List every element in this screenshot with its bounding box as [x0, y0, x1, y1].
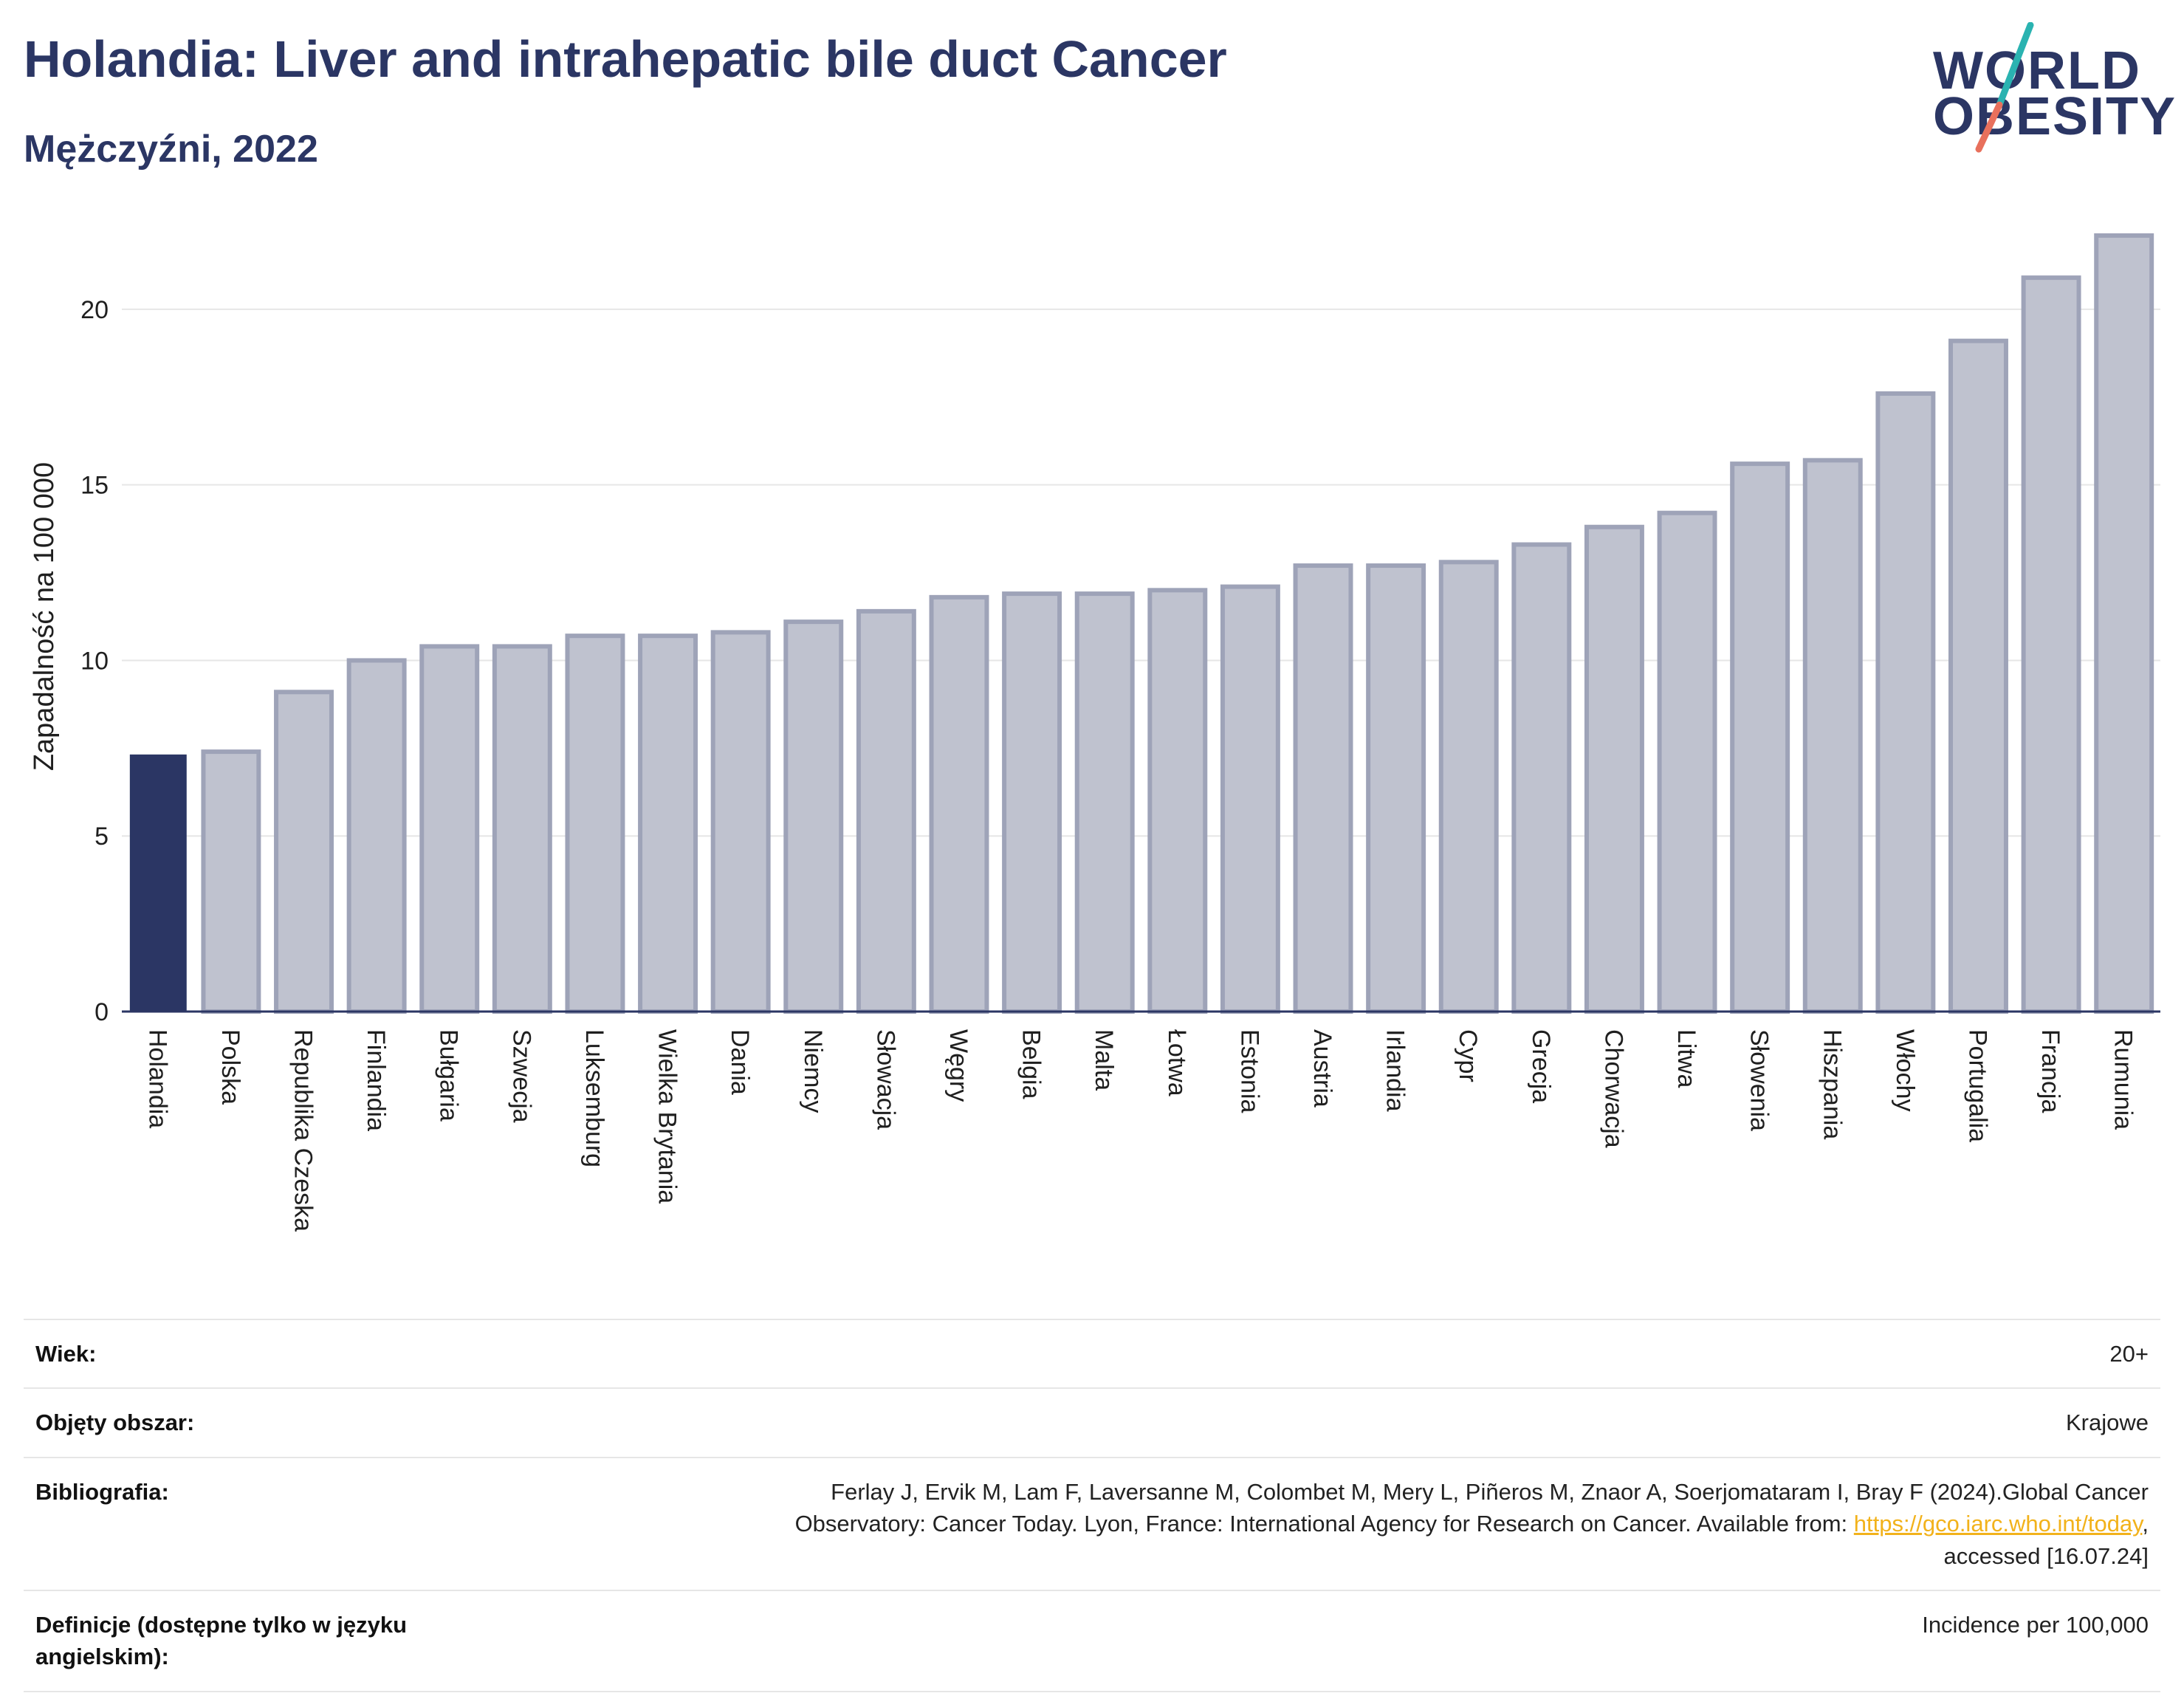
x-tick-label: Austria	[1308, 1029, 1336, 1108]
info-row-bibliography: Bibliografia: Ferlay J, Ervik M, Lam F, …	[24, 1456, 2160, 1591]
x-tick-label: Łotwa	[1163, 1029, 1191, 1096]
x-tick-label: Rumunia	[2109, 1029, 2137, 1130]
bibliography-line2: Observatory: Cancer Today. Lyon, France:…	[794, 1511, 1854, 1537]
logo-word-obesity: OBESITY	[1933, 87, 2177, 146]
x-tick-label: Luksemburg	[580, 1029, 608, 1167]
bar-Szwecja	[492, 644, 552, 1014]
x-tick-label: Bułgaria	[435, 1029, 463, 1122]
bar-chart: 0 5 10 15 20 Holandia Polska Republika Czeska Fi…	[29, 233, 2160, 1232]
bibliography-line1: Ferlay J, Ervik M, Lam F, Laversanne M, …	[831, 1478, 2149, 1505]
bar-Polska	[201, 749, 261, 1014]
x-tick-label: Polska	[216, 1029, 244, 1105]
info-row-age: Wiek: 20+	[24, 1318, 2160, 1390]
bar-Grecja	[1511, 542, 1572, 1014]
age-value: 20+	[505, 1318, 2160, 1390]
bar-Republika Czeska	[274, 690, 334, 1014]
bibliography-value: Ferlay J, Ervik M, Lam F, Laversanne M, …	[505, 1456, 2160, 1591]
y-tick-label: 10	[80, 647, 109, 675]
bar-Wielka Brytania	[638, 634, 698, 1014]
bar-Holandia	[129, 754, 187, 1012]
x-tick-label: Francja	[2036, 1029, 2064, 1113]
bar-Dania	[710, 630, 771, 1014]
coverage-label: Objęty obszar:	[24, 1387, 505, 1458]
x-tick-label: Finlandia	[362, 1029, 390, 1131]
bar-Luksemburg	[565, 634, 625, 1014]
x-tick-label: Grecja	[1527, 1029, 1555, 1103]
bibliography-label: Bibliografia:	[24, 1456, 505, 1591]
bar-Hiszpania	[1802, 458, 1863, 1014]
x-tick-label: Włochy	[1891, 1029, 1919, 1111]
info-row-definitions: Definicje (dostępne tylko w języku angie…	[24, 1589, 2160, 1692]
bar-Niemcy	[783, 619, 844, 1014]
bar-Belgia	[1002, 591, 1062, 1014]
y-tick-label: 0	[95, 998, 109, 1026]
bar-Malta	[1074, 591, 1135, 1014]
x-tick-label: Litwa	[1672, 1029, 1700, 1088]
bar-Finlandia	[346, 658, 407, 1014]
y-tick-label: 15	[80, 472, 109, 500]
x-tick-label: Hiszpania	[1818, 1029, 1846, 1139]
x-tick-label: Portugalia	[1963, 1029, 1991, 1142]
bar-Włochy	[1875, 391, 1936, 1014]
bibliography-line3: accessed [16.07.24]	[1943, 1542, 2149, 1569]
bar-Francja	[2021, 275, 2081, 1014]
bar-Słowacja	[856, 608, 916, 1014]
bars	[129, 233, 2154, 1014]
coverage-value: Krajowe	[505, 1387, 2160, 1458]
x-tick-label: Irlandia	[1381, 1029, 1409, 1112]
info-table: Wiek: 20+ Objęty obszar: Krajowe Bibliog…	[24, 1318, 2160, 1692]
bar-Chorwacja	[1584, 524, 1644, 1014]
world-obesity-logo: WORLD OBESITY	[1920, 22, 2175, 155]
x-tick-label: Dania	[726, 1029, 754, 1095]
bar-Austria	[1293, 563, 1353, 1014]
x-tick-label: Chorwacja	[1599, 1029, 1627, 1148]
chart-subtitle: Mężczyźni, 2022	[24, 128, 318, 171]
x-tick-label: Cypr	[1454, 1029, 1482, 1082]
definitions-value: Incidence per 100,000	[505, 1589, 2160, 1692]
x-tick-label: Estonia	[1235, 1029, 1263, 1113]
x-tick-label: Węgry	[944, 1029, 972, 1102]
y-tick-label: 5	[95, 823, 109, 851]
bar-Irlandia	[1366, 563, 1426, 1014]
logo-word-world: WORLD	[1933, 41, 2141, 100]
bibliography-line2-end: ,	[2142, 1511, 2149, 1537]
x-tick-label: Republika Czeska	[289, 1029, 317, 1232]
chart-title: Holandia: Liver and intrahepatic bile du…	[24, 30, 1227, 88]
bar-Rumunia	[2094, 233, 2154, 1014]
bibliography-link[interactable]: https://gco.iarc.who.int/today	[1853, 1511, 2143, 1537]
bar-Portugalia	[1948, 338, 2008, 1014]
x-tick-label: Belgia	[1017, 1029, 1045, 1099]
x-tick-label: Słowacja	[871, 1029, 899, 1130]
x-tick-label: Holandia	[143, 1029, 171, 1128]
bar-Litwa	[1657, 510, 1717, 1014]
bar-Węgry	[929, 594, 989, 1014]
y-axis-title: Zapadalność na 100 000	[29, 462, 60, 771]
axes: 0 5 10 15 20 Holandia Polska Republika Czeska Fi…	[80, 296, 2160, 1232]
bar-Cypr	[1438, 560, 1499, 1014]
x-tick-label: Niemcy	[799, 1029, 827, 1113]
x-tick-label: Słowenia	[1745, 1029, 1773, 1131]
info-row-coverage: Objęty obszar: Krajowe	[24, 1387, 2160, 1458]
bar-Łotwa	[1147, 588, 1208, 1014]
logo-slash-icon	[1975, 22, 2034, 153]
bar-Estonia	[1220, 584, 1280, 1014]
bar-Bułgaria	[419, 644, 480, 1014]
x-tick-label: Szwecja	[507, 1029, 535, 1123]
y-tick-label: 20	[80, 296, 109, 324]
age-label: Wiek:	[24, 1318, 505, 1390]
bar-Słowenia	[1730, 461, 1790, 1014]
x-tick-label: Malta	[1090, 1029, 1118, 1091]
definitions-label: Definicje (dostępne tylko w języku angie…	[24, 1589, 505, 1692]
x-tick-label: Wielka Brytania	[653, 1029, 681, 1204]
